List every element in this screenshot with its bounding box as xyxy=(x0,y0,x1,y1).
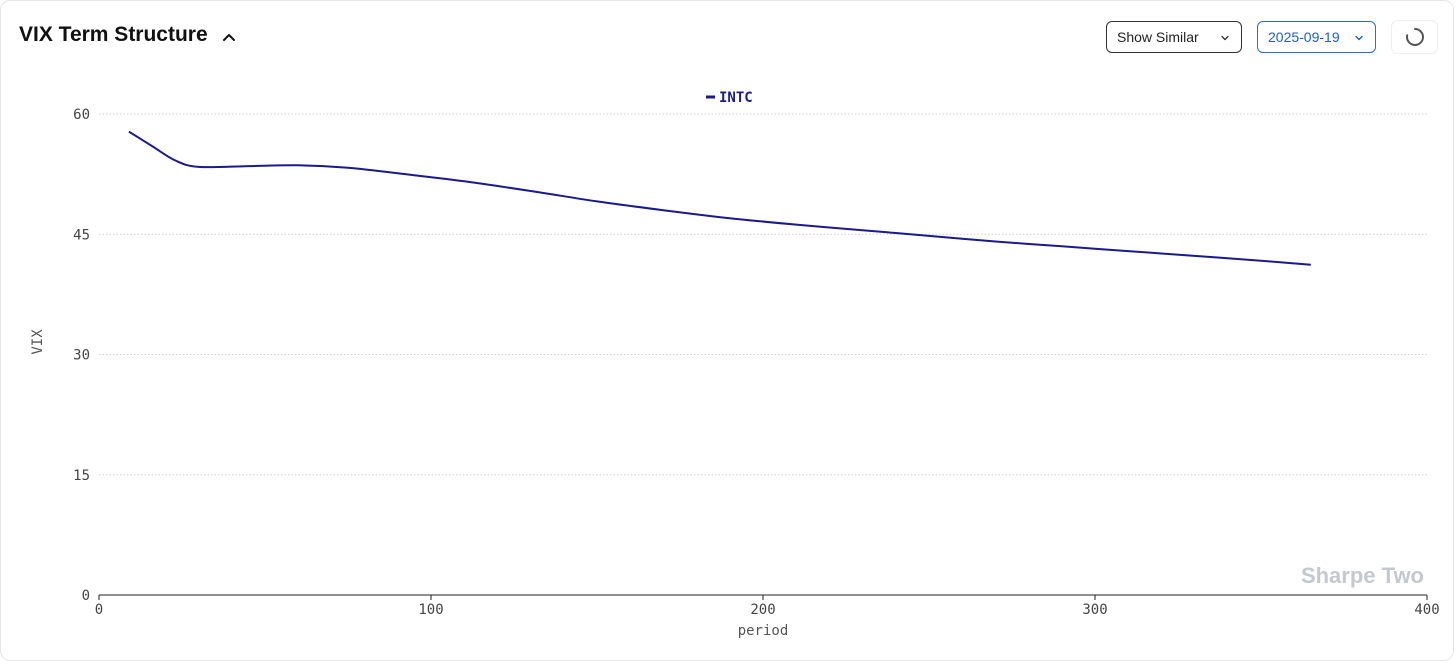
x-tick-label: 300 xyxy=(1082,602,1107,618)
legend-label: INTC xyxy=(719,90,753,106)
series-line-intc xyxy=(128,130,1311,266)
y-axis-label: VIX xyxy=(30,329,46,355)
y-tick-label: 15 xyxy=(73,468,90,484)
y-tick-label: 30 xyxy=(73,348,90,364)
y-tick-label: 60 xyxy=(73,107,90,123)
date-select[interactable]: 2025-09-19 xyxy=(1257,21,1376,53)
chevron-down-icon xyxy=(1355,35,1363,41)
show-similar-select[interactable]: Show Similar xyxy=(1106,21,1242,53)
chevron-up-icon xyxy=(223,34,235,41)
x-tick-label: 400 xyxy=(1414,602,1439,618)
y-tick-label: 45 xyxy=(73,227,90,243)
date-value: 2025-09-19 xyxy=(1268,29,1340,45)
page-title: VIX Term Structure xyxy=(19,23,208,46)
y-tick-label: 0 xyxy=(82,588,90,604)
x-axis-label: period xyxy=(738,623,789,639)
x-tick-label: 0 xyxy=(95,602,103,618)
x-tick-label: 100 xyxy=(418,602,443,618)
collapse-button[interactable] xyxy=(219,27,239,47)
watermark: Sharpe Two xyxy=(1301,563,1424,588)
refresh-button[interactable] xyxy=(1391,20,1438,54)
chevron-down-icon xyxy=(1221,35,1229,41)
x-tick-label: 200 xyxy=(750,602,775,618)
loading-spinner-icon xyxy=(1405,28,1424,46)
show-similar-label: Show Similar xyxy=(1117,29,1199,45)
